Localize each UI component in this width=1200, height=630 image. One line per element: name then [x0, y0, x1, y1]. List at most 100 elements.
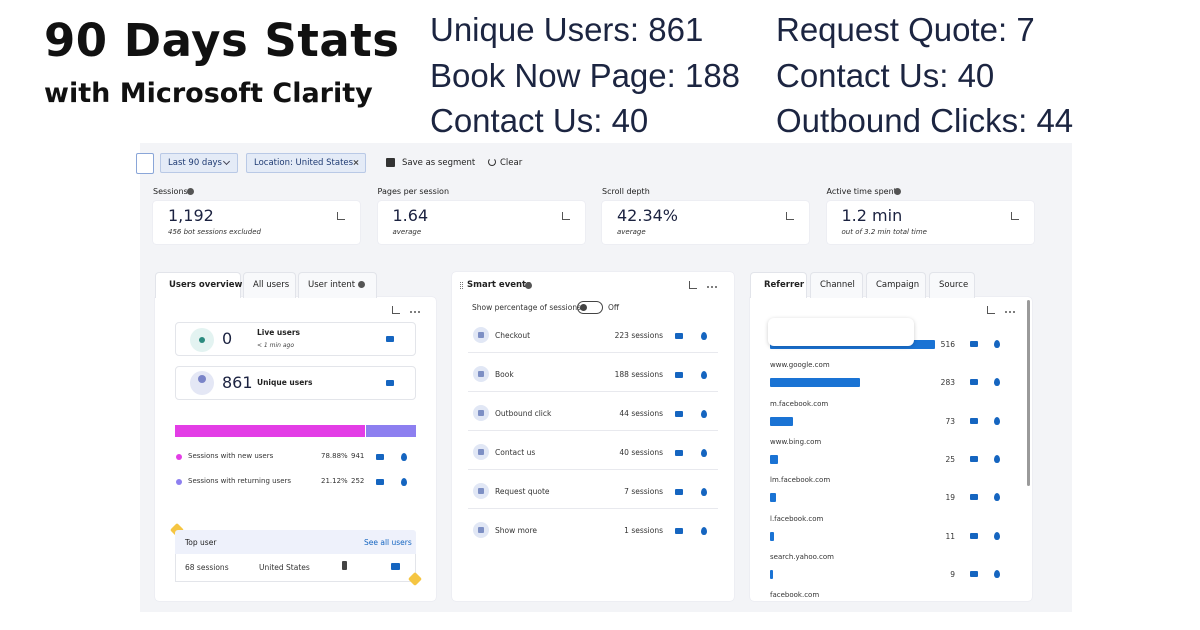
- feedback-icon[interactable]: [401, 478, 407, 486]
- more-dot[interactable]: [711, 286, 713, 288]
- event-name: Book: [495, 370, 514, 379]
- tab-label[interactable]: Referrer: [764, 280, 805, 290]
- tab-label[interactable]: Users overview: [169, 280, 243, 290]
- dropdown[interactable]: [136, 153, 154, 174]
- unique-value: 861: [222, 373, 253, 392]
- top-user-sessions: 68 sessions: [185, 563, 229, 572]
- separator: [468, 391, 718, 392]
- more-dot[interactable]: [1005, 311, 1007, 313]
- chart-icon[interactable]: [392, 306, 400, 314]
- row-label: Sessions with new users: [188, 452, 274, 460]
- tab-label[interactable]: Channel: [820, 280, 855, 290]
- more-dot[interactable]: [1013, 311, 1015, 313]
- save-icon[interactable]: [386, 158, 395, 167]
- feedback-icon[interactable]: [994, 378, 1000, 387]
- more-dot[interactable]: [707, 286, 709, 288]
- referrer-name: search.yahoo.com: [770, 552, 834, 561]
- tab[interactable]: [243, 272, 296, 298]
- chart-icon[interactable]: [337, 212, 345, 220]
- referrer-value: 9: [950, 569, 955, 579]
- chart-icon[interactable]: [1010, 212, 1019, 220]
- camera-icon[interactable]: [675, 489, 683, 495]
- referrer-name: m.facebook.com: [770, 399, 829, 408]
- camera-icon[interactable]: [675, 411, 683, 417]
- action-label[interactable]: Save as segment: [402, 158, 476, 168]
- event-sessions: 1 sessions: [624, 526, 663, 535]
- event-glyph: [478, 410, 484, 416]
- more-dot[interactable]: [410, 311, 412, 313]
- info-icon: [525, 282, 532, 289]
- camera-icon[interactable]: [376, 479, 384, 485]
- more-dot[interactable]: [414, 311, 416, 313]
- camera-icon[interactable]: [970, 455, 978, 462]
- tab[interactable]: [810, 272, 863, 298]
- chart-icon[interactable]: [987, 306, 995, 314]
- feedback-icon[interactable]: [994, 569, 1000, 578]
- action-label[interactable]: Clear: [500, 158, 523, 168]
- feedback-icon[interactable]: [401, 453, 407, 461]
- camera-icon[interactable]: [675, 528, 683, 534]
- unique-label: Unique users: [257, 378, 313, 387]
- tab[interactable]: [866, 272, 926, 298]
- feedback-icon[interactable]: [701, 449, 707, 457]
- event-name[interactable]: Show more: [495, 526, 538, 535]
- feedback-icon[interactable]: [701, 410, 707, 418]
- more-dot[interactable]: [418, 311, 420, 313]
- toggle[interactable]: [577, 301, 603, 314]
- info-icon: [893, 188, 901, 195]
- camera-icon[interactable]: [970, 570, 978, 577]
- chart-icon[interactable]: [689, 281, 697, 289]
- camera-icon[interactable]: [970, 417, 978, 424]
- feedback-icon[interactable]: [994, 340, 1000, 348]
- toggle-knob: [580, 304, 587, 311]
- tab-label[interactable]: User intent: [308, 280, 356, 290]
- camera-icon[interactable]: [386, 380, 394, 386]
- row-label: Sessions with returning users: [188, 477, 292, 485]
- clear-icon[interactable]: [488, 158, 496, 166]
- feedback-icon[interactable]: [994, 454, 1000, 463]
- separator: [468, 508, 718, 509]
- feedback-icon[interactable]: [701, 332, 707, 340]
- event-sessions: 7 sessions: [624, 487, 663, 496]
- more-dot[interactable]: [1009, 311, 1011, 313]
- camera-icon[interactable]: [376, 454, 384, 460]
- camera-icon[interactable]: [675, 450, 683, 456]
- camera-icon[interactable]: [386, 336, 394, 342]
- referrer-bar: [770, 493, 777, 503]
- more-dot[interactable]: [715, 286, 717, 288]
- toggle-state: Off: [608, 303, 620, 312]
- feedback-icon[interactable]: [701, 371, 707, 379]
- camera-icon[interactable]: [970, 379, 978, 386]
- top-user-link[interactable]: See all users: [364, 538, 412, 547]
- camera-icon[interactable]: [675, 372, 683, 378]
- tab[interactable]: [750, 272, 807, 298]
- camera-icon[interactable]: [970, 532, 978, 539]
- camera-icon[interactable]: [675, 333, 683, 339]
- metric-value: 42.34%: [617, 206, 679, 225]
- event-sessions: 223 sessions: [614, 331, 663, 340]
- feedback-icon[interactable]: [994, 531, 1000, 540]
- feedback-icon[interactable]: [701, 488, 707, 496]
- tab-label[interactable]: Source: [939, 280, 969, 290]
- feedback-icon[interactable]: [994, 416, 1000, 425]
- referrer-bar: [770, 378, 861, 388]
- filter-chip[interactable]: [160, 153, 238, 173]
- tab[interactable]: [155, 272, 241, 298]
- filter-chip[interactable]: [246, 153, 366, 173]
- referrer-name: l.facebook.com: [770, 514, 824, 523]
- chart-icon[interactable]: [561, 212, 570, 220]
- feedback-icon[interactable]: [701, 527, 707, 535]
- toggle-label: Show percentage of sessions: [472, 303, 581, 312]
- tab-label[interactable]: All users: [253, 280, 290, 290]
- tab[interactable]: [929, 272, 975, 298]
- referrer-value: 19: [945, 493, 955, 503]
- feedback-icon[interactable]: [994, 493, 1000, 502]
- event-glyph: [478, 488, 484, 494]
- card-icon: [391, 563, 400, 570]
- tab-label[interactable]: Campaign: [876, 280, 920, 290]
- filter-label: Last 90 days: [168, 158, 222, 168]
- chart-icon[interactable]: [786, 212, 794, 220]
- camera-icon[interactable]: [970, 494, 978, 501]
- top-user-country: United States: [259, 563, 310, 572]
- camera-icon[interactable]: [970, 341, 978, 347]
